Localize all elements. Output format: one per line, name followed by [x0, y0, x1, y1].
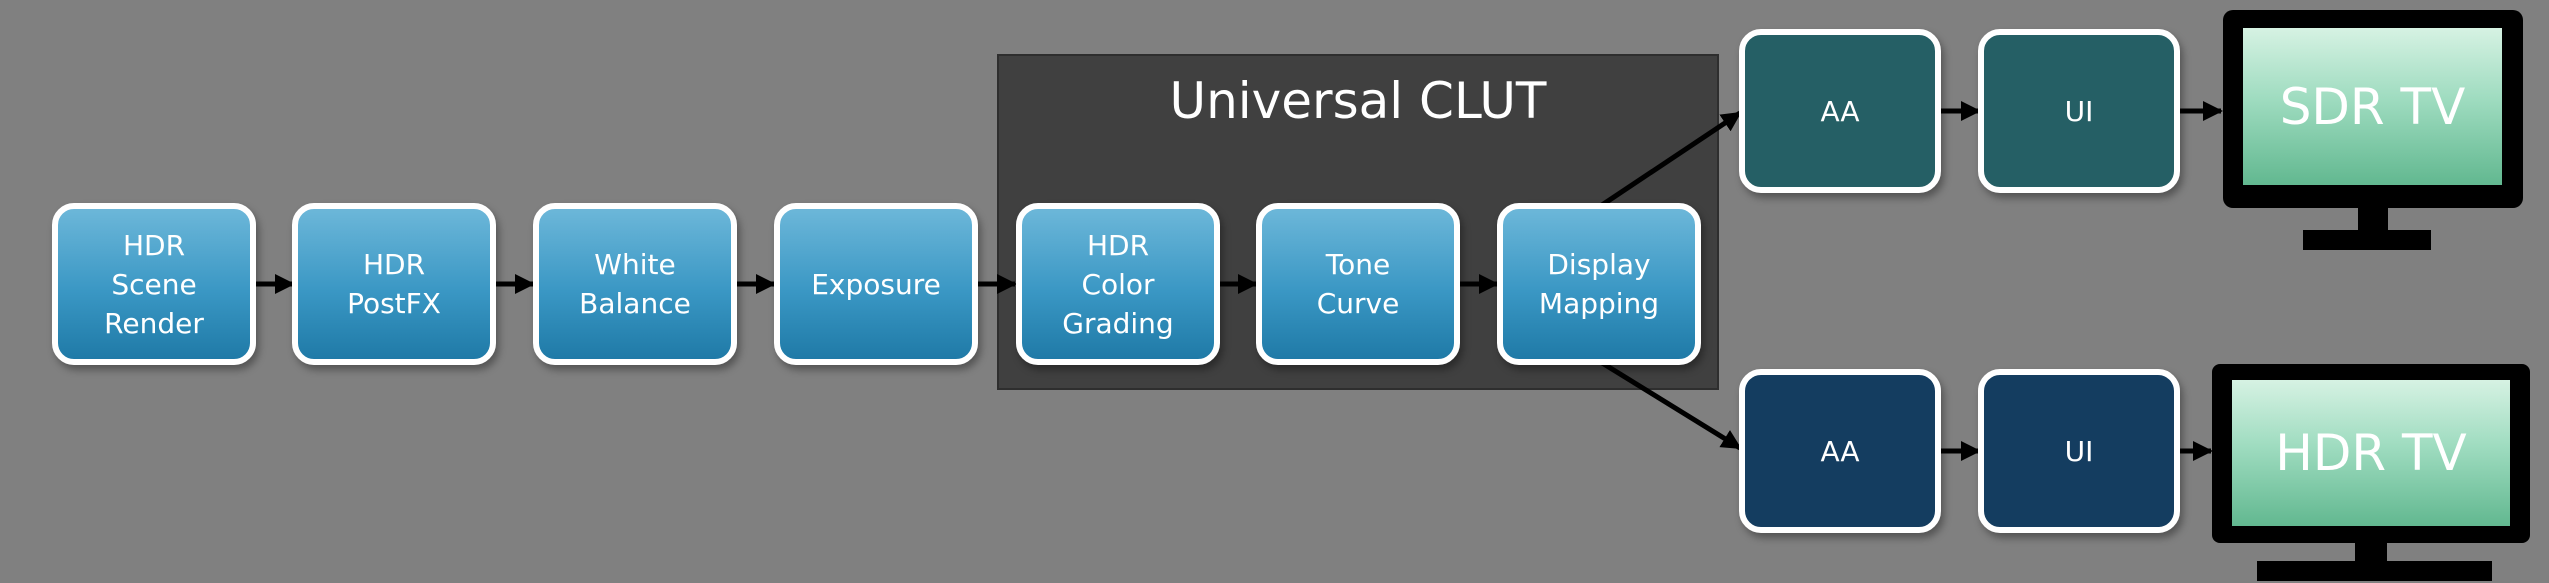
hdr-tv-label: HDR TV	[2275, 424, 2467, 482]
stage-hdr-postfx: HDR PostFX	[292, 203, 496, 365]
stage-display-mapping: Display Mapping	[1497, 203, 1701, 365]
sdr-tv-stand-base	[2303, 230, 2431, 250]
sdr-tv-stand-neck	[2358, 206, 2388, 232]
stage-label: HDR Color Grading	[1062, 228, 1174, 340]
stage-label: AA	[1820, 94, 1860, 128]
stage-hdr-color-grading: HDR Color Grading	[1016, 203, 1220, 365]
stage-label: Exposure	[811, 267, 941, 301]
sdr-aa-stage: AA	[1739, 29, 1941, 193]
stage-label: Display Mapping	[1538, 248, 1660, 320]
stage-label: White Balance	[579, 248, 691, 320]
arrow-display-mapping-to-hdr-aa	[1597, 358, 1742, 451]
hdr-tv-screen: HDR TV	[2232, 380, 2510, 526]
stage-exposure: Exposure	[774, 203, 978, 365]
stage-label: HDR PostFX	[347, 248, 441, 320]
hdr-tv-stand-neck	[2355, 541, 2387, 563]
arrow-display-mapping-to-sdr-aa	[1597, 110, 1742, 210]
hdr-tv-stand-base	[2257, 561, 2492, 581]
stage-label: AA	[1820, 434, 1860, 468]
sdr-tv-screen: SDR TV	[2243, 28, 2502, 185]
stage-label: UI	[2064, 434, 2094, 468]
hdr-aa-stage: AA	[1739, 369, 1941, 533]
stage-white-balance: White Balance	[533, 203, 737, 365]
stage-label: UI	[2064, 94, 2094, 128]
sdr-tv-label: SDR TV	[2279, 77, 2466, 136]
stage-hdr-scene-render: HDR Scene Render	[52, 203, 256, 365]
stage-tone-curve: Tone Curve	[1256, 203, 1460, 365]
sdr-ui-stage: UI	[1978, 29, 2180, 193]
stage-label: Tone Curve	[1316, 248, 1400, 320]
stage-label: HDR Scene Render	[104, 228, 204, 340]
universal-clut-title: Universal CLUT	[1169, 72, 1547, 130]
hdr-ui-stage: UI	[1978, 369, 2180, 533]
